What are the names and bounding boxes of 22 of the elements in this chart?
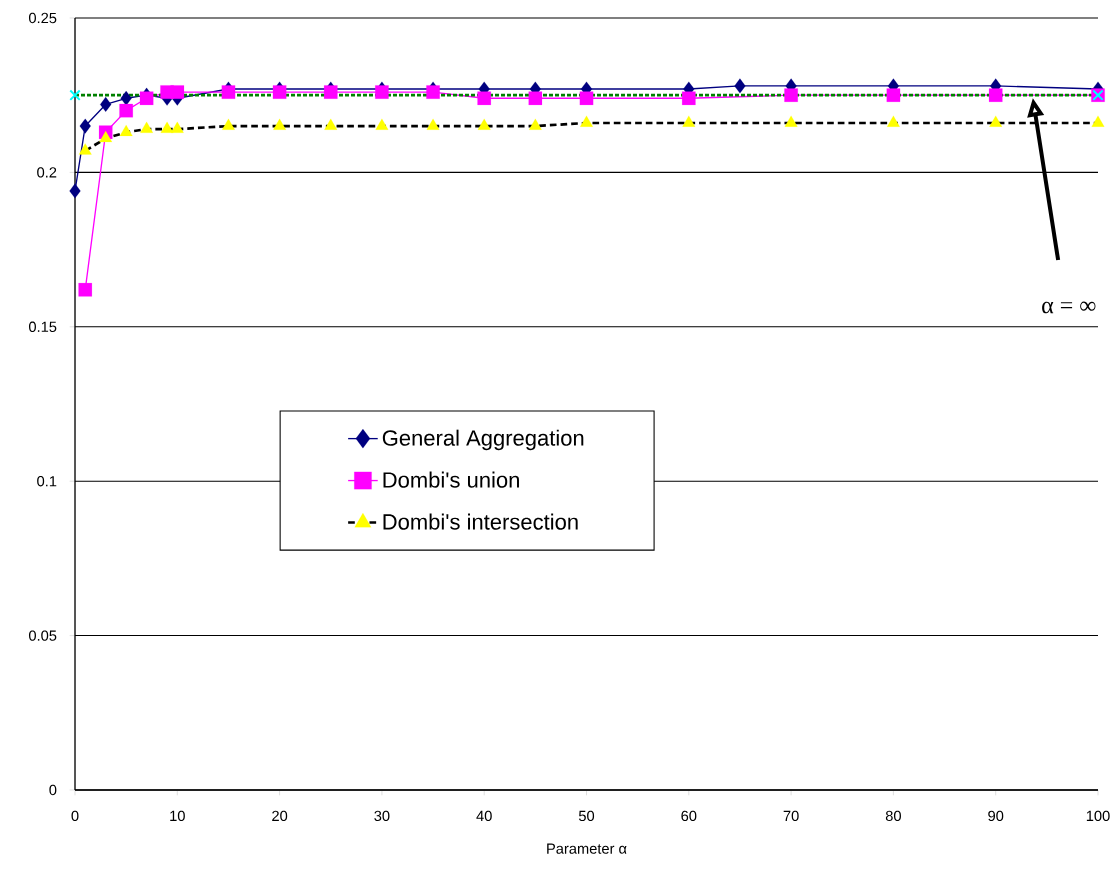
x-tick-label: 70 xyxy=(783,810,799,822)
x-tick-label: 80 xyxy=(885,810,901,822)
legend-label: Dombi's intersection xyxy=(383,513,578,530)
y-tick-label: 0.2 xyxy=(37,167,57,178)
y-tick-label: 0.25 xyxy=(28,12,57,24)
x-axis-title: Parameter α xyxy=(547,843,627,854)
x-tick-label: 10 xyxy=(170,810,185,822)
x-tick-label: 20 xyxy=(272,810,288,822)
y-tick-label: 0 xyxy=(49,784,57,796)
x-tick-label: 100 xyxy=(1086,810,1110,822)
y-tick-label: 0.1 xyxy=(37,476,57,487)
x-tick-label: 40 xyxy=(476,810,492,822)
annotation: α = ∞ xyxy=(1042,301,1096,314)
legend-label: Dombi's union xyxy=(383,471,519,488)
legend-label: General Aggregation xyxy=(382,429,584,451)
x-tick-label: 90 xyxy=(988,810,1004,822)
x-tick-label: 30 xyxy=(374,810,390,822)
y-tick-label: 0.05 xyxy=(28,630,57,641)
x-tick-label: 50 xyxy=(578,810,595,822)
y-tick-label: 0.15 xyxy=(28,321,57,332)
x-tick-label: 60 xyxy=(681,810,697,822)
x-tick-label: 0 xyxy=(71,810,79,822)
